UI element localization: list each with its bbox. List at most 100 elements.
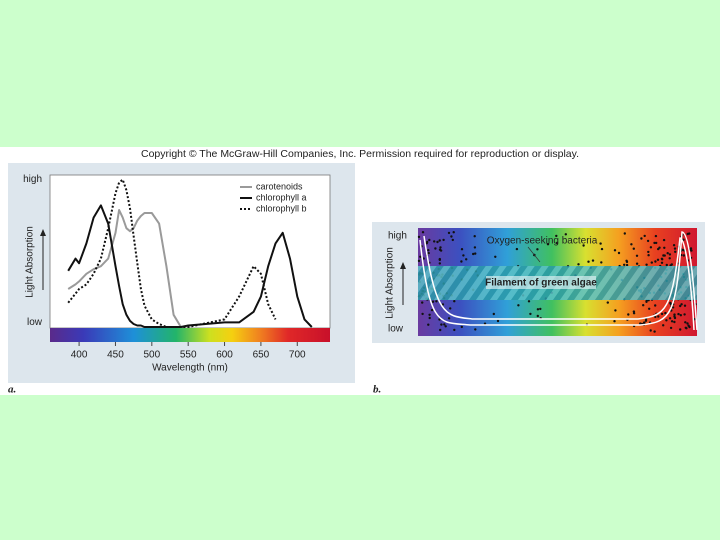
- bacterium: [665, 263, 668, 267]
- bacterium: [582, 244, 585, 247]
- bacterium: [474, 252, 477, 255]
- bacterium: [670, 263, 673, 266]
- filament-label-bg: [486, 276, 596, 289]
- bacterium: [625, 263, 629, 267]
- bacterium: [433, 240, 436, 243]
- bacterium: [462, 254, 465, 257]
- bacterium: [434, 247, 437, 250]
- bacterium: [668, 253, 672, 256]
- bacterium: [653, 241, 656, 245]
- bacterium: [613, 320, 616, 323]
- y-tick-label: high: [23, 174, 42, 185]
- bacterium: [623, 232, 626, 235]
- x-tick-label: 500: [143, 350, 160, 361]
- bacterium: [613, 249, 617, 252]
- bacterium: [679, 304, 682, 308]
- bacterium: [657, 315, 660, 318]
- bacterium: [674, 250, 677, 253]
- bacterium: [427, 251, 430, 255]
- bacterium: [555, 234, 558, 238]
- bacterium: [527, 300, 531, 303]
- bacterium: [473, 235, 476, 238]
- bacterium: [688, 325, 691, 329]
- bacterium: [643, 321, 646, 325]
- bacterium: [539, 307, 542, 311]
- bacterium: [453, 328, 456, 332]
- bacterium: [438, 248, 442, 251]
- bacterium: [460, 248, 464, 251]
- bacteria-label: Oxygen-seeking bacteria: [487, 236, 598, 247]
- bacterium: [606, 301, 609, 304]
- bacterium: [653, 330, 656, 333]
- bacterium: [673, 316, 677, 320]
- high-label: high: [388, 231, 407, 242]
- bacterium: [673, 313, 676, 316]
- bacterium: [630, 243, 633, 246]
- panel-label: b.: [373, 384, 381, 396]
- bacterium: [441, 303, 445, 306]
- bacterium: [649, 329, 652, 332]
- bacterium: [614, 309, 617, 312]
- absorption-outline: [419, 231, 698, 331]
- bacterium: [428, 238, 431, 242]
- bacterium: [449, 307, 452, 310]
- bacterium: [494, 255, 497, 258]
- bacterium: [564, 233, 567, 236]
- bacterium: [654, 234, 658, 238]
- bacterium: [625, 259, 628, 262]
- bacterium: [473, 246, 477, 249]
- bacterium: [663, 254, 666, 257]
- bacterium: [650, 261, 653, 264]
- bacterium: [438, 257, 441, 261]
- bacterium: [648, 307, 651, 310]
- bacterium: [536, 248, 539, 251]
- bacterium: [660, 257, 664, 260]
- bacterium: [663, 246, 666, 249]
- bacterium: [591, 259, 595, 262]
- bacterium: [430, 308, 434, 312]
- bacterium: [435, 300, 438, 303]
- bacterium: [492, 312, 495, 316]
- bacterium: [417, 235, 421, 239]
- bacterium: [660, 312, 664, 316]
- x-tick-label: 400: [71, 350, 88, 361]
- y-tick-label: low: [27, 317, 43, 328]
- bacterium: [686, 232, 689, 236]
- bacterium: [643, 234, 646, 238]
- bacterium: [656, 258, 660, 261]
- bacterium: [431, 300, 435, 303]
- bacterium: [683, 304, 687, 307]
- bacterium: [515, 247, 519, 251]
- bacterium: [421, 231, 425, 234]
- bacterium: [665, 319, 668, 322]
- bacterium: [438, 262, 441, 265]
- panel-b-arrow-head: [400, 262, 406, 269]
- bacterium: [450, 235, 453, 238]
- bacterium: [587, 260, 590, 263]
- bacterium: [623, 263, 626, 266]
- bacterium: [635, 262, 639, 265]
- bacterium: [440, 323, 443, 326]
- bacteria-pointer: [527, 246, 541, 263]
- bacterium: [680, 303, 683, 306]
- bacterium: [472, 252, 475, 256]
- legend-label: carotenoids: [256, 181, 303, 191]
- bacterium: [465, 258, 468, 261]
- bacterium: [546, 243, 550, 246]
- bacterium: [642, 304, 645, 307]
- y-arrow-head: [40, 229, 46, 236]
- series-line: [67, 178, 277, 328]
- bacterium: [635, 254, 639, 257]
- bacterium: [600, 261, 603, 264]
- bacterium: [536, 308, 540, 311]
- spectrum-bar: [50, 328, 330, 342]
- bacterium: [670, 320, 674, 323]
- legend-label: chlorophyll b: [256, 203, 307, 213]
- bacterium: [644, 319, 648, 322]
- bacterium: [645, 300, 648, 303]
- x-tick-label: 700: [289, 350, 306, 361]
- bacterium: [632, 247, 635, 250]
- bacterium: [452, 231, 455, 234]
